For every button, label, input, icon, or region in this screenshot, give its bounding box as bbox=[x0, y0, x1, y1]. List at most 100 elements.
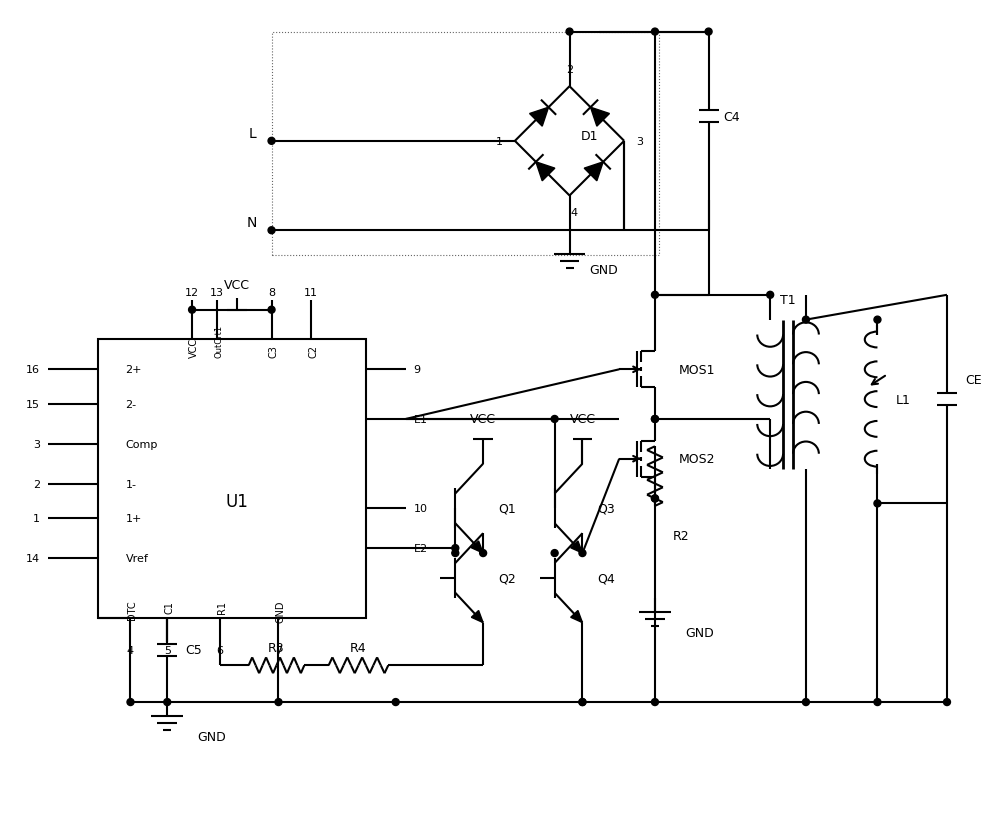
Text: Q1: Q1 bbox=[498, 503, 516, 515]
Circle shape bbox=[579, 550, 586, 557]
Text: GND: GND bbox=[589, 264, 618, 277]
Circle shape bbox=[802, 317, 809, 324]
Polygon shape bbox=[571, 542, 582, 553]
Text: GND: GND bbox=[275, 600, 285, 623]
Circle shape bbox=[268, 138, 275, 145]
Bar bbox=[98, 340, 366, 618]
Text: R1: R1 bbox=[217, 600, 227, 613]
Polygon shape bbox=[591, 108, 609, 127]
Circle shape bbox=[164, 699, 171, 705]
Polygon shape bbox=[471, 611, 483, 623]
Text: VCC: VCC bbox=[224, 279, 250, 292]
Text: E1: E1 bbox=[414, 415, 428, 425]
Text: C4: C4 bbox=[723, 110, 740, 123]
Text: N: N bbox=[246, 216, 257, 230]
Text: 5: 5 bbox=[164, 646, 171, 656]
Text: Comp: Comp bbox=[126, 440, 158, 450]
Text: 2+: 2+ bbox=[126, 365, 142, 375]
Circle shape bbox=[874, 699, 881, 705]
Circle shape bbox=[944, 699, 950, 705]
Text: DTC: DTC bbox=[127, 600, 137, 619]
Circle shape bbox=[874, 500, 881, 508]
Text: R4: R4 bbox=[350, 641, 366, 654]
Text: Q4: Q4 bbox=[597, 571, 615, 585]
Circle shape bbox=[551, 416, 558, 423]
Circle shape bbox=[651, 416, 658, 423]
Text: 7: 7 bbox=[275, 646, 282, 656]
Circle shape bbox=[705, 29, 712, 36]
Text: C5: C5 bbox=[185, 643, 202, 657]
Text: 4: 4 bbox=[127, 646, 134, 656]
Circle shape bbox=[392, 699, 399, 705]
Text: 6: 6 bbox=[216, 646, 223, 656]
Text: 2: 2 bbox=[33, 479, 40, 489]
Text: 3: 3 bbox=[33, 440, 40, 450]
Text: 1-: 1- bbox=[126, 479, 137, 489]
Text: 14: 14 bbox=[26, 553, 40, 563]
Text: C3: C3 bbox=[269, 345, 279, 358]
Text: E2: E2 bbox=[414, 543, 428, 553]
Text: Q2: Q2 bbox=[498, 571, 516, 585]
Circle shape bbox=[802, 699, 809, 705]
Circle shape bbox=[651, 416, 658, 423]
Text: VCC: VCC bbox=[470, 413, 496, 426]
Text: GND: GND bbox=[685, 626, 714, 639]
Text: 2-: 2- bbox=[126, 400, 137, 410]
Circle shape bbox=[551, 550, 558, 557]
Text: T1: T1 bbox=[780, 294, 796, 307]
Text: L1: L1 bbox=[895, 393, 910, 406]
Text: OutCrt1: OutCrt1 bbox=[214, 325, 223, 358]
Circle shape bbox=[651, 29, 658, 36]
Text: 12: 12 bbox=[185, 287, 199, 297]
Circle shape bbox=[651, 699, 658, 705]
Circle shape bbox=[452, 545, 459, 552]
Circle shape bbox=[651, 495, 658, 503]
Text: Q3: Q3 bbox=[597, 503, 615, 515]
Text: 2: 2 bbox=[566, 65, 573, 75]
Circle shape bbox=[452, 550, 459, 557]
Text: VCC: VCC bbox=[189, 338, 199, 358]
Circle shape bbox=[480, 550, 487, 557]
Text: C1: C1 bbox=[164, 600, 174, 613]
Text: 11: 11 bbox=[304, 287, 318, 297]
Text: MOS2: MOS2 bbox=[679, 453, 715, 465]
Circle shape bbox=[579, 699, 586, 705]
Text: Vref: Vref bbox=[126, 553, 148, 563]
Circle shape bbox=[127, 699, 134, 705]
Circle shape bbox=[767, 292, 774, 299]
Text: GND: GND bbox=[197, 730, 226, 744]
Text: D1: D1 bbox=[581, 130, 598, 143]
Polygon shape bbox=[584, 162, 603, 181]
Circle shape bbox=[579, 699, 586, 705]
Text: 4: 4 bbox=[571, 208, 578, 218]
Circle shape bbox=[189, 307, 196, 314]
Text: CE: CE bbox=[965, 373, 981, 387]
Text: 1+: 1+ bbox=[126, 513, 142, 523]
Circle shape bbox=[268, 307, 275, 314]
Text: L: L bbox=[249, 127, 257, 141]
Text: 13: 13 bbox=[210, 287, 224, 297]
Text: R3: R3 bbox=[268, 641, 285, 654]
Text: 1: 1 bbox=[496, 137, 503, 147]
Circle shape bbox=[874, 317, 881, 324]
Text: R2: R2 bbox=[673, 530, 689, 542]
Text: 1: 1 bbox=[33, 513, 40, 523]
Text: 3: 3 bbox=[636, 137, 643, 147]
Polygon shape bbox=[530, 108, 549, 127]
Text: 9: 9 bbox=[414, 365, 421, 375]
Polygon shape bbox=[536, 162, 555, 181]
Polygon shape bbox=[571, 611, 582, 623]
Text: VCC: VCC bbox=[569, 413, 595, 426]
Bar bbox=[272, 32, 659, 256]
Text: 16: 16 bbox=[26, 365, 40, 375]
Circle shape bbox=[651, 292, 658, 299]
Text: U1: U1 bbox=[226, 492, 249, 510]
Polygon shape bbox=[471, 542, 483, 553]
Text: 8: 8 bbox=[268, 287, 275, 297]
Text: 15: 15 bbox=[26, 400, 40, 410]
Circle shape bbox=[268, 228, 275, 234]
Text: MOS1: MOS1 bbox=[679, 363, 715, 377]
Text: 10: 10 bbox=[414, 503, 428, 513]
Text: C2: C2 bbox=[308, 345, 318, 358]
Circle shape bbox=[566, 29, 573, 36]
